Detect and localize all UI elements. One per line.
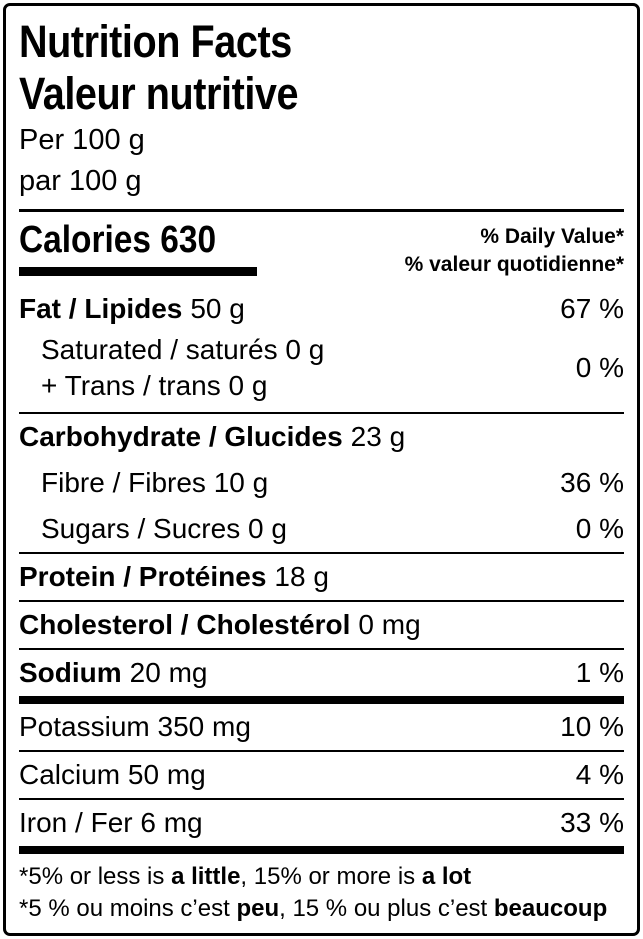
footnote-en-pre: *5% or less is	[19, 863, 172, 890]
row-sugars-name: Sugars / Sucres 0 g	[41, 513, 287, 544]
row-sodium-percent: 1 %	[575, 657, 624, 688]
row-calcium-percent: 4 %	[575, 759, 624, 790]
row-sodium-amount: 20 mg	[129, 657, 208, 688]
row-carbohydrate: Carbohydrate / Glucides 23 g	[19, 412, 624, 460]
row-iron-name: Iron / Fer 6 mg	[19, 807, 203, 838]
row-iron: Iron / Fer 6 mg 33 %	[19, 798, 624, 846]
title-fr: Valeur nutritive	[19, 68, 624, 120]
divider-footnote	[19, 846, 624, 854]
row-cholesterol-amount: 0 mg	[358, 609, 421, 640]
calories-underline	[19, 267, 257, 276]
footnotes: *5% or less is a little, 15% or more is …	[19, 854, 624, 925]
footnote-fr-term-beaucoup: beaucoup	[493, 895, 608, 922]
saturated-trans-lines: Saturated / saturés 0 g + Trans / trans …	[19, 332, 324, 404]
row-protein-name: Protein / Protéines 18 g	[19, 560, 329, 594]
row-iron-percent: 33 %	[560, 807, 624, 838]
footnote-en-term-a-lot: a lot	[421, 863, 472, 890]
row-potassium-percent: 10 %	[560, 711, 624, 742]
row-sodium-name: Sodium 20 mg	[19, 656, 208, 690]
footnote-fr-mid: , 15 % ou plus c’est	[279, 895, 494, 922]
row-sugars: Sugars / Sucres 0 g 0 %	[19, 506, 624, 552]
row-trans-name: + Trans / trans 0 g	[41, 370, 268, 401]
row-sodium-label: Sodium	[19, 657, 122, 688]
daily-value-header-en: % Daily Value*	[480, 225, 624, 248]
title-en: Nutrition Facts	[19, 16, 624, 68]
calories-value: 630	[160, 219, 217, 261]
serving-size-fr: par 100 g	[19, 165, 142, 197]
footnote-fr-term-peu: peu	[236, 895, 280, 922]
row-potassium-name: Potassium 350 mg	[19, 711, 251, 742]
row-protein: Protein / Protéines 18 g	[19, 552, 624, 600]
row-protein-amount: 18 g	[274, 561, 329, 592]
row-saturated-trans-percent: 0 %	[575, 352, 624, 383]
row-sugars-percent: 0 %	[575, 513, 624, 544]
row-fat-amount: 50 g	[190, 293, 245, 324]
title-fr-text: Valeur nutritive	[19, 68, 299, 119]
row-sodium: Sodium 20 mg 1 %	[19, 648, 624, 696]
calories: Calories 630	[19, 220, 257, 276]
row-carbohydrate-amount: 23 g	[350, 421, 406, 452]
nutrition-label: Nutrition Facts Valeur nutritive Per 100…	[3, 3, 640, 936]
row-potassium: Potassium 350 mg 10 %	[19, 704, 624, 750]
title-en-text: Nutrition Facts	[19, 16, 292, 67]
row-fibre-percent: 36 %	[560, 467, 624, 498]
row-saturated-name: Saturated / saturés 0 g	[41, 334, 325, 365]
row-fat-label: Fat / Lipides	[19, 293, 183, 324]
serving-size-en: Per 100 g	[19, 124, 145, 156]
footnote-fr: *5 % ou moins c’est peu, 15 % ou plus c’…	[19, 893, 624, 925]
row-fat: Fat / Lipides 50 g 67 %	[19, 286, 624, 332]
calories-text: Calories 630	[19, 220, 257, 260]
divider-top	[19, 209, 624, 212]
row-protein-label: Protein / Protéines	[19, 561, 267, 592]
row-calcium: Calcium 50 mg 4 %	[19, 750, 624, 798]
row-cholesterol: Cholesterol / Cholestérol 0 mg	[19, 600, 624, 648]
calories-label: Calories	[19, 219, 151, 261]
calories-section: Calories 630 % Daily Value* % valeur quo…	[19, 212, 624, 286]
row-carbohydrate-label: Carbohydrate / Glucides	[19, 421, 343, 452]
row-cholesterol-name: Cholesterol / Cholestérol 0 mg	[19, 608, 421, 642]
row-cholesterol-label: Cholesterol / Cholestérol	[19, 609, 351, 640]
row-fat-percent: 67 %	[560, 293, 624, 324]
footnote-en-mid: , 15% or more is	[240, 863, 422, 890]
footnote-fr-pre: *5 % ou moins c’est	[19, 895, 237, 922]
row-carbohydrate-name: Carbohydrate / Glucides 23 g	[19, 420, 405, 454]
calories-line: Calories 630	[19, 220, 216, 260]
daily-value-header-fr: % valeur quotidienne*	[404, 253, 624, 276]
row-calcium-name: Calcium 50 mg	[19, 759, 206, 790]
row-fibre-name: Fibre / Fibres 10 g	[41, 467, 269, 498]
daily-value-header: % Daily Value* % valeur quotidienne*	[405, 220, 624, 279]
footnote-en: *5% or less is a little, 15% or more is …	[19, 861, 624, 893]
row-saturated-trans: Saturated / saturés 0 g + Trans / trans …	[19, 332, 624, 412]
divider-sodium-potassium	[19, 696, 624, 704]
row-fat-name: Fat / Lipides 50 g	[19, 292, 245, 326]
row-fibre: Fibre / Fibres 10 g 36 %	[19, 460, 624, 506]
footnote-en-term-a-little: a little	[171, 863, 241, 890]
